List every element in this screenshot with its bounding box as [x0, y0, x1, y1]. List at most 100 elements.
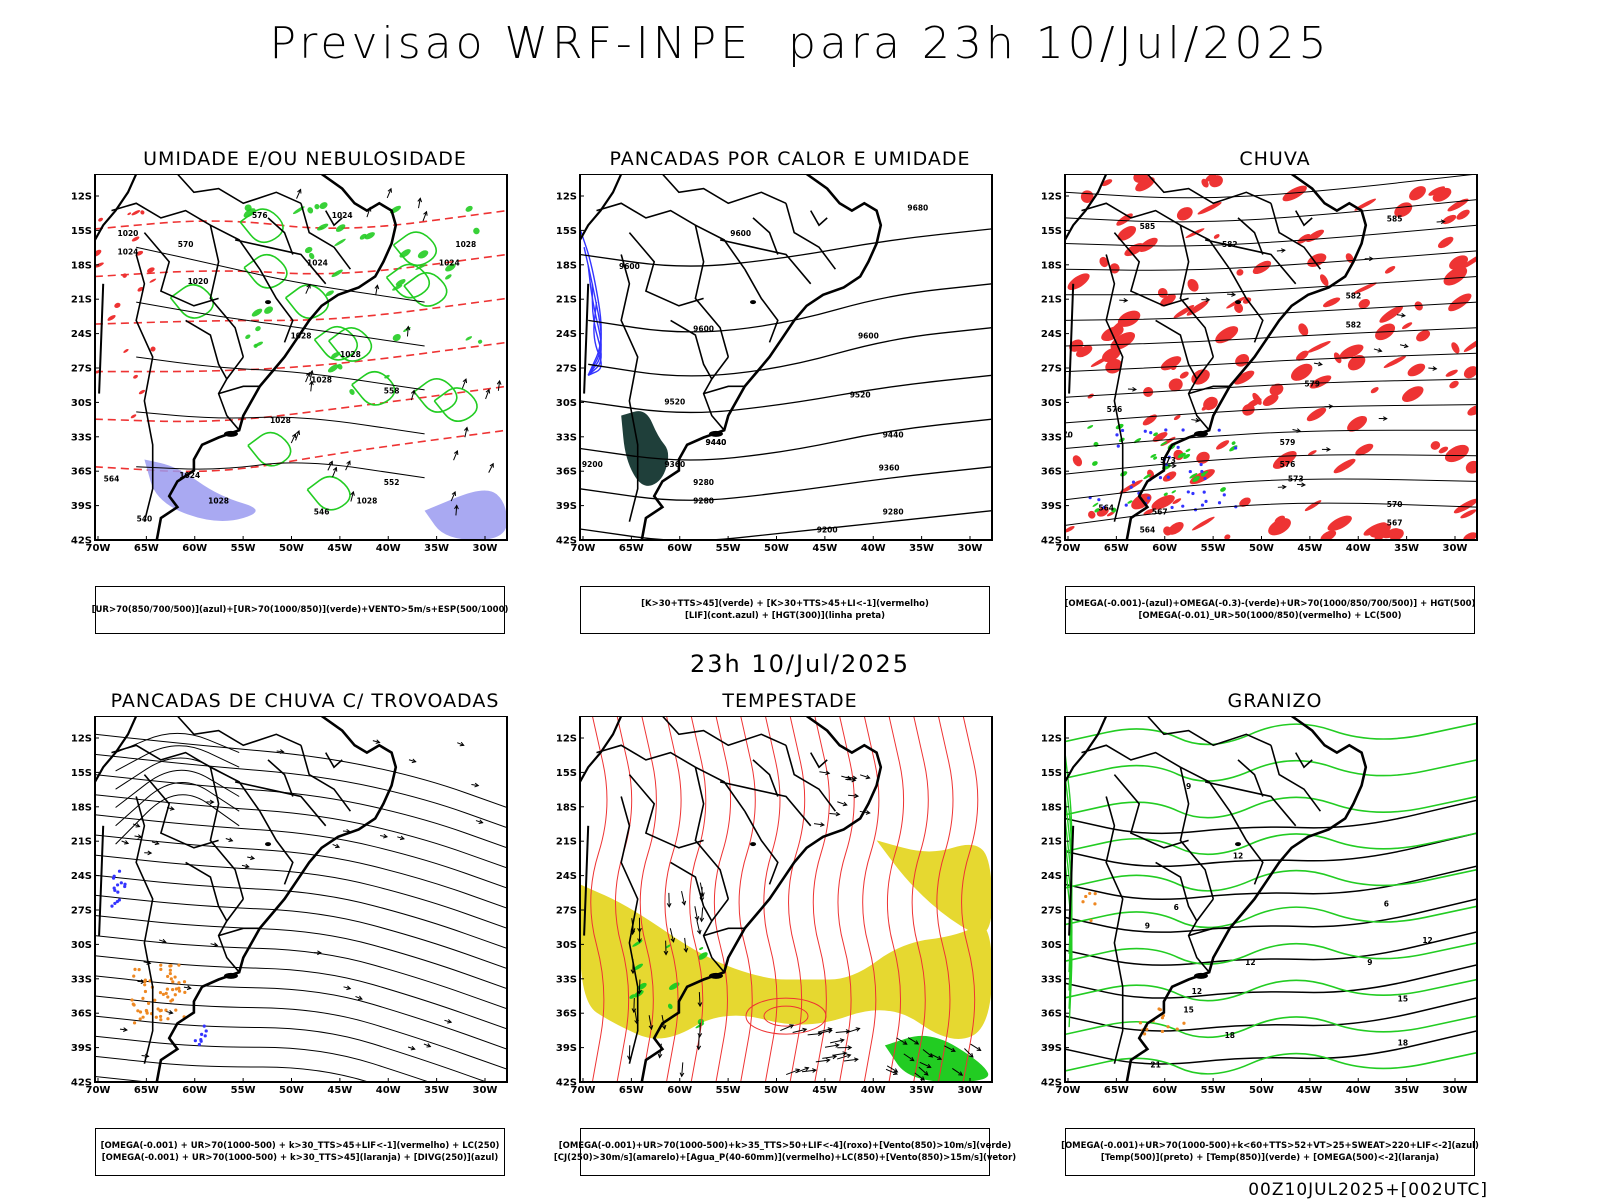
- contour-label: 6: [1174, 903, 1179, 912]
- storm-dot-orange: [159, 1018, 163, 1022]
- wind-vector: [406, 326, 409, 337]
- rain-dot-blue: [1204, 499, 1208, 503]
- rain-patch-green: [1127, 500, 1133, 504]
- streamline-arrow: [158, 939, 166, 943]
- streamline-arrow-head: [317, 950, 322, 956]
- state-border: [810, 752, 828, 769]
- rain-patch-red: [1101, 179, 1113, 187]
- rain-patch-red: [1333, 458, 1356, 474]
- contour-label: 9520: [850, 390, 871, 399]
- rain-dot-blue: [1200, 469, 1204, 474]
- humidity-patch-green: [415, 264, 427, 270]
- wind-vector-head: [405, 325, 411, 331]
- omega-dot-orange: [1084, 894, 1088, 899]
- wind-vector: [885, 1068, 898, 1075]
- coastline-north: [1065, 716, 1108, 783]
- state-border: [1229, 268, 1264, 343]
- streamline-curved: [115, 745, 240, 772]
- temp850-contour: [1065, 1015, 1477, 1039]
- wind-vector: [296, 189, 302, 199]
- divergence-dot-blue: [115, 883, 120, 887]
- storm-dot-orange: [173, 993, 177, 997]
- thickness-contour: [95, 297, 507, 325]
- state-border: [217, 898, 244, 973]
- rain-patch-green: [1231, 441, 1236, 445]
- lat-label: 36S: [1041, 1009, 1062, 1020]
- thickness-contour: [95, 209, 507, 230]
- wind-vector: [952, 1068, 963, 1076]
- rain-patch-red: [1347, 415, 1368, 432]
- legend-line: [OMEGA(-0.001) + UR>70(1000-500) + k>30_…: [101, 1153, 499, 1163]
- streamline-arrow-head: [459, 741, 465, 747]
- lat-label: 12S: [556, 734, 577, 745]
- contour-label: 552: [384, 478, 400, 487]
- wind-vector-head: [631, 1008, 637, 1014]
- lon-label: 55W: [716, 1085, 741, 1096]
- streamline: [1065, 224, 1477, 247]
- contour-label: 9600: [858, 332, 879, 341]
- lon-label: 55W: [231, 1085, 256, 1096]
- contour-label: 1020: [118, 229, 139, 238]
- lon-label: 50W: [279, 1085, 304, 1096]
- panel-trovoadas: PANCADAS DE CHUVA C/ TROVOADAS 12S 15S 18S…: [65, 690, 545, 1176]
- rain-patch-red: [1173, 414, 1181, 421]
- humidity-patch-red: [123, 349, 129, 353]
- humidity-patch-green: [254, 341, 264, 347]
- coastline-chile: [98, 283, 105, 394]
- streamline: [95, 1055, 370, 1082]
- rain-patch-red: [1213, 234, 1220, 239]
- rain-dot-blue: [1097, 498, 1101, 502]
- lon-label: 50W: [1249, 1085, 1274, 1096]
- state-border: [1146, 174, 1272, 205]
- state-border: [744, 810, 779, 885]
- lat-label: 27S: [556, 364, 577, 375]
- wind-patch-green: [633, 990, 644, 998]
- humidity-contour-green: [247, 431, 292, 467]
- rain-patch-red: [1432, 187, 1452, 202]
- state-border: [703, 385, 745, 395]
- divergence-dot-blue: [123, 882, 127, 886]
- wind-vector: [699, 882, 704, 897]
- streamline: [95, 935, 507, 1010]
- contour-label: 576: [252, 211, 268, 220]
- lat-label: 42S: [556, 536, 577, 547]
- state-border: [1295, 210, 1313, 227]
- humidity-patch-red: [136, 250, 144, 256]
- wind-vector: [835, 1030, 850, 1034]
- rain-dot-blue: [1217, 428, 1221, 432]
- rain-patch-red: [1102, 347, 1121, 363]
- streamline-arrow-head: [147, 850, 153, 856]
- wind-vector: [914, 1072, 925, 1081]
- streamline-arrow: [397, 836, 405, 840]
- contour-label: 18: [1225, 1031, 1235, 1040]
- divergence-dot-blue: [110, 904, 114, 908]
- lat-label: 18S: [556, 802, 577, 813]
- wind-vector-head: [902, 1040, 908, 1045]
- contour-label: 9200: [582, 460, 603, 469]
- streamline-arrow-head: [346, 985, 352, 991]
- rain-patch-green: [1153, 432, 1158, 437]
- rain-patch-green: [1185, 448, 1191, 453]
- streamline-arrow: [143, 961, 151, 964]
- rain-patch-red: [1239, 497, 1251, 507]
- streamline-arrow-head: [228, 837, 234, 842]
- lat-label: 12S: [71, 192, 92, 203]
- wind-vector-head: [309, 380, 314, 386]
- rain-patch-red: [1306, 407, 1327, 422]
- lat-label: 18S: [71, 260, 92, 271]
- streamline-arrow: [423, 1043, 431, 1048]
- lon-label: 50W: [764, 543, 789, 554]
- mid-title: 23h 10/Jul/2025: [689, 650, 911, 678]
- contour-label: 9: [1145, 921, 1150, 930]
- wind-vector: [497, 380, 501, 391]
- contour-label: 579: [1280, 438, 1296, 447]
- coastline-north: [1065, 174, 1108, 241]
- rain-patch-red: [1197, 202, 1222, 215]
- rain-patch-red: [1460, 509, 1477, 519]
- state-border: [267, 217, 294, 255]
- lat-label: 42S: [556, 1078, 577, 1089]
- reservoir: [265, 300, 272, 305]
- wind-vector-head: [637, 938, 642, 944]
- rain-dot-blue: [1181, 504, 1185, 508]
- humidity-contour-green: [385, 263, 431, 299]
